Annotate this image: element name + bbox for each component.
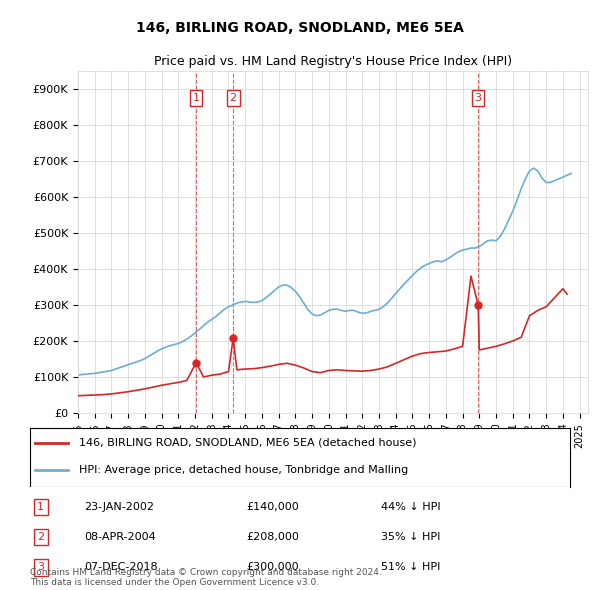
Text: 44% ↓ HPI: 44% ↓ HPI	[381, 502, 440, 512]
Title: Price paid vs. HM Land Registry's House Price Index (HPI): Price paid vs. HM Land Registry's House …	[154, 55, 512, 68]
Text: £300,000: £300,000	[246, 562, 299, 572]
Text: Contains HM Land Registry data © Crown copyright and database right 2024.
This d: Contains HM Land Registry data © Crown c…	[30, 568, 382, 587]
Text: £140,000: £140,000	[246, 502, 299, 512]
Text: 146, BIRLING ROAD, SNODLAND, ME6 5EA (detached house): 146, BIRLING ROAD, SNODLAND, ME6 5EA (de…	[79, 438, 416, 447]
Text: 23-JAN-2002: 23-JAN-2002	[84, 502, 154, 512]
Text: 51% ↓ HPI: 51% ↓ HPI	[381, 562, 440, 572]
Text: 08-APR-2004: 08-APR-2004	[84, 532, 156, 542]
Text: 3: 3	[37, 562, 44, 572]
Text: £208,000: £208,000	[246, 532, 299, 542]
Text: 35% ↓ HPI: 35% ↓ HPI	[381, 532, 440, 542]
Text: 2: 2	[37, 532, 44, 542]
Text: 3: 3	[475, 93, 482, 103]
Text: HPI: Average price, detached house, Tonbridge and Malling: HPI: Average price, detached house, Tonb…	[79, 466, 408, 475]
Text: 07-DEC-2018: 07-DEC-2018	[84, 562, 158, 572]
Text: 2: 2	[230, 93, 237, 103]
Text: 146, BIRLING ROAD, SNODLAND, ME6 5EA: 146, BIRLING ROAD, SNODLAND, ME6 5EA	[136, 21, 464, 35]
Text: 1: 1	[193, 93, 200, 103]
Text: 1: 1	[37, 502, 44, 512]
